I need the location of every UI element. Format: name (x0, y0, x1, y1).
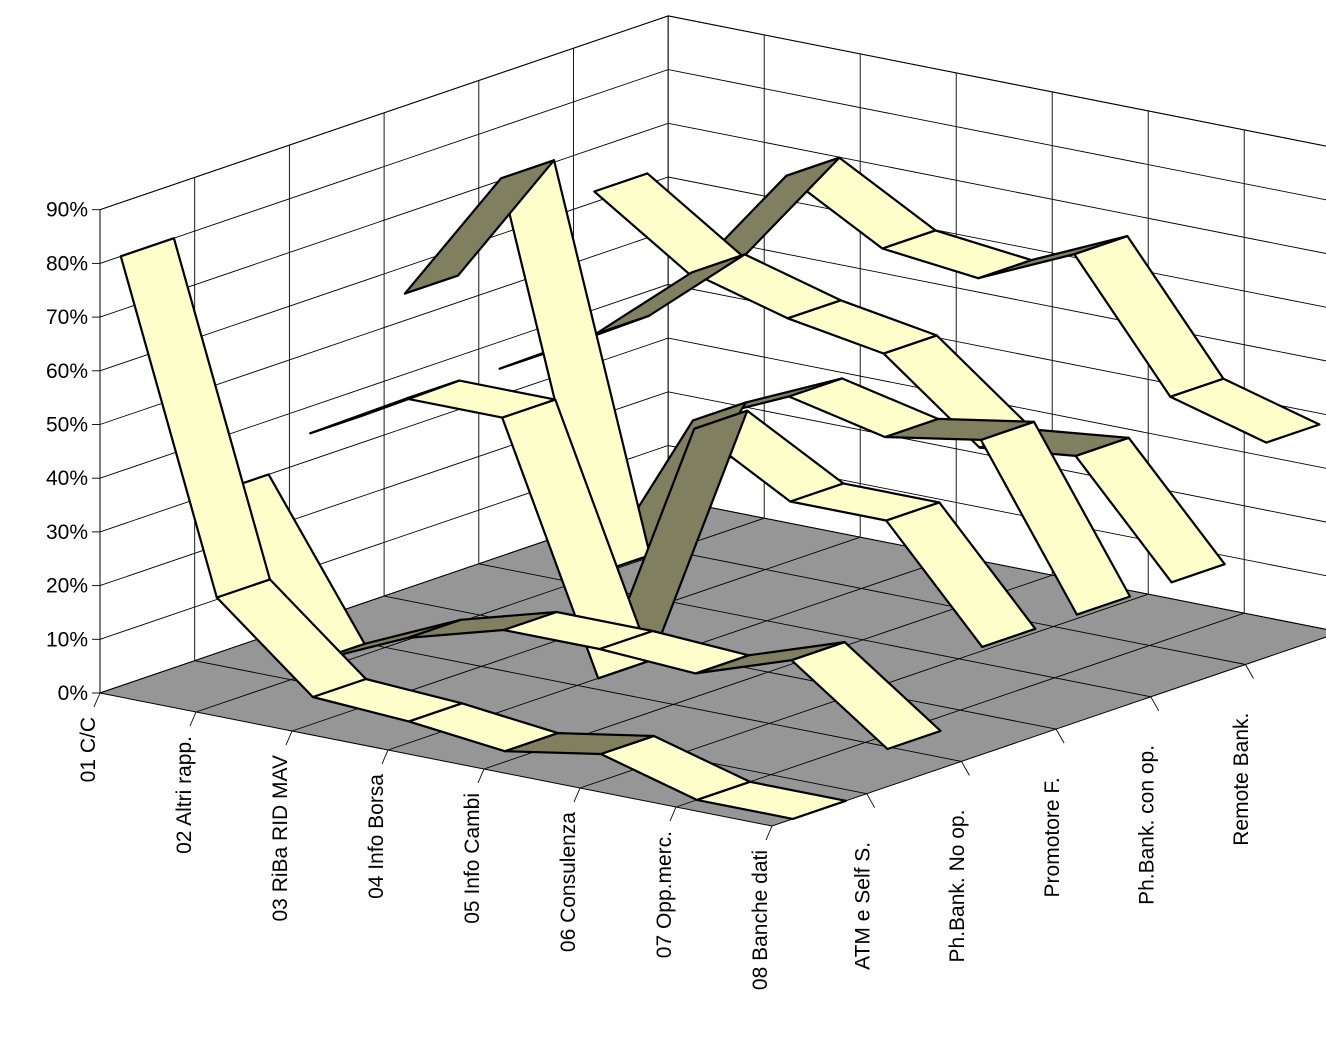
z-tick-mark (1055, 728, 1065, 744)
category-label: 08 Banche dati (749, 850, 772, 990)
category-label: 03 RiBa RID MAV (269, 755, 292, 922)
x-tick-mark (285, 730, 293, 746)
category-label: 04 Info Borsa (365, 774, 388, 899)
z-tick-mark (961, 761, 970, 776)
x-tick-mark (93, 692, 101, 708)
series-ribbon-1 (214, 473, 942, 751)
x-tick-mark (381, 749, 389, 765)
series-ribbon-5 (593, 156, 1321, 444)
ribbon-segment (119, 237, 271, 599)
y-tick-label: 70% (46, 306, 88, 329)
chart-ribbons (119, 156, 1321, 821)
y-axis-ticks: 0% 10% 20% 30% 40% 50% 60% 70% 80% 90% (46, 199, 100, 705)
ribbon-segment (403, 159, 556, 295)
series-label: Remote Bank. (1230, 713, 1253, 846)
category-label: 06 Consulenza (557, 812, 580, 952)
y-tick-label: 10% (46, 628, 88, 651)
z-tick-mark (1150, 696, 1160, 712)
series-label: Promotore F. (1041, 777, 1064, 897)
series-label: Ph.Bank. No op. (946, 810, 969, 963)
x-tick-mark (477, 768, 485, 784)
series-ribbon-0 (119, 237, 848, 821)
y-tick-label: 60% (46, 360, 88, 383)
category-label: 07 Opp.merc. (653, 831, 676, 958)
y-tick-label: 80% (46, 252, 88, 275)
series-ribbon-3 (403, 159, 1132, 616)
x-tick-mark (189, 711, 197, 727)
series-label: ATM e Self S. (851, 842, 874, 970)
series-axis-ticks: ATM e Self S. Ph.Bank. No op. Promotore F.… (851, 664, 1326, 970)
y-tick-label: 30% (46, 521, 88, 544)
y-tick-label: 90% (46, 199, 88, 222)
y-tick-label: 50% (46, 414, 88, 437)
floor-line-category (675, 612, 1245, 808)
x-tick-mark (573, 787, 581, 803)
category-label: 01 C/C (77, 717, 100, 782)
category-label: 02 Altri rapp. (173, 736, 196, 854)
series-label: Ph.Bank. con op. (1135, 745, 1158, 905)
floor-line-series (289, 627, 962, 762)
z-tick-mark (866, 793, 876, 808)
category-label: 05 Info Cambi (461, 793, 484, 924)
series-label: Internet (1325, 680, 1326, 751)
z-tick-mark (1245, 664, 1254, 679)
y-tick-label: 40% (46, 467, 88, 490)
series-ribbon-2 (309, 379, 1037, 680)
x-tick-mark (765, 825, 773, 841)
y-tick-label: 0% (58, 682, 88, 705)
y-tick-label: 20% (46, 575, 88, 598)
x-tick-mark (669, 806, 677, 822)
category-axis-ticks: 01 C/C 02 Altri rapp. 03 RiBa RID MAV 04 In… (77, 692, 773, 990)
gridline-value (99, 15, 1326, 211)
ribbon-segment (309, 379, 461, 435)
